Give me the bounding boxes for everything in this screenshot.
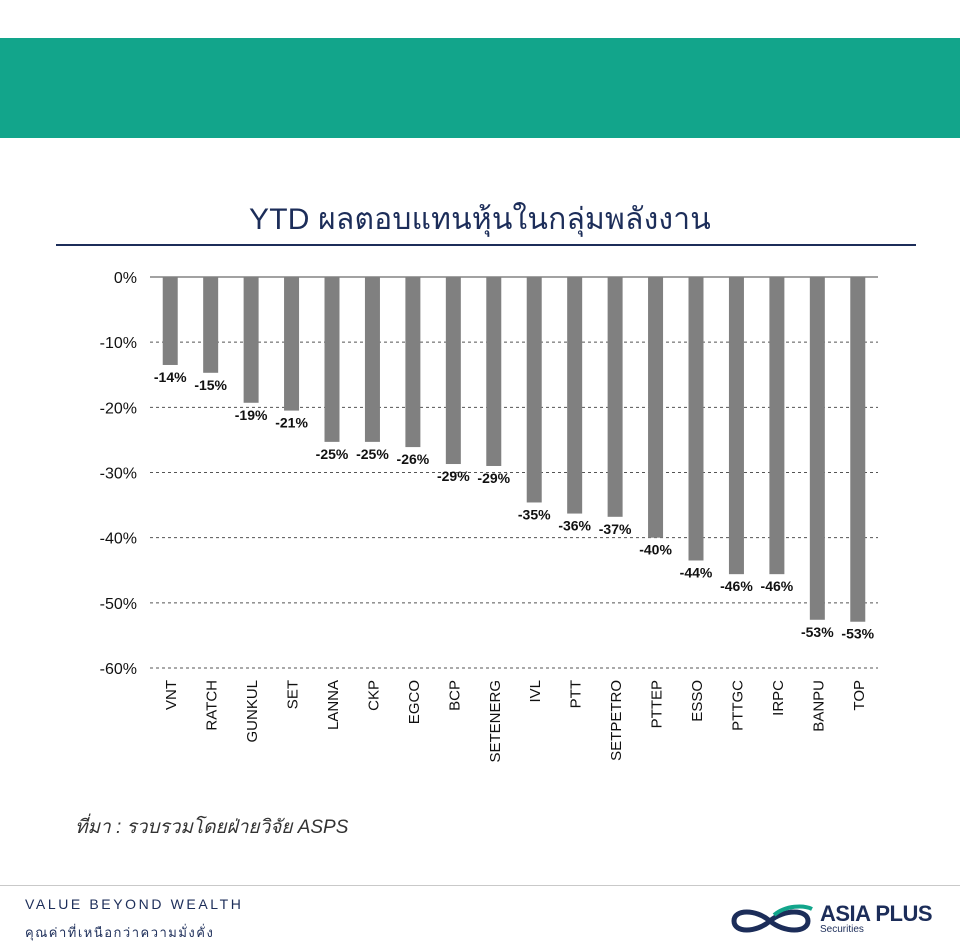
y-tick-label: 0% bbox=[114, 270, 137, 287]
x-tick-label: ESSO bbox=[689, 680, 706, 722]
data-label: -35% bbox=[518, 506, 551, 522]
bar bbox=[243, 277, 259, 403]
y-tick-label: -60% bbox=[100, 661, 137, 678]
bar bbox=[607, 277, 623, 517]
y-tick-label: -30% bbox=[100, 466, 137, 483]
y-tick-label: -10% bbox=[100, 335, 137, 352]
bar bbox=[728, 277, 744, 575]
source-note: ที่มา : รวบรวมโดยฝ่ายวิจัย ASPS bbox=[75, 817, 349, 838]
x-tick-label: SET bbox=[285, 680, 302, 709]
bar bbox=[567, 277, 583, 514]
data-label: -53% bbox=[841, 626, 874, 642]
x-tick-label: BCP bbox=[446, 680, 463, 711]
y-tick-label: -50% bbox=[100, 596, 137, 613]
x-tick-label: IRPC bbox=[770, 680, 787, 716]
bar bbox=[162, 277, 178, 365]
brand-logo: ASIA PLUS Securities bbox=[726, 897, 942, 941]
bar bbox=[809, 277, 825, 620]
bar bbox=[688, 277, 704, 561]
data-label: -15% bbox=[194, 377, 227, 393]
y-tick-label: -40% bbox=[100, 531, 137, 548]
data-label: -46% bbox=[720, 578, 753, 594]
bar bbox=[486, 277, 502, 466]
bar bbox=[445, 277, 461, 465]
y-tick-label: -20% bbox=[100, 400, 137, 417]
infinity-swoosh-icon bbox=[731, 904, 813, 933]
x-tick-label: PTTEP bbox=[649, 680, 666, 728]
x-tick-label: IVL bbox=[527, 680, 544, 703]
x-tick-label: SETENERG bbox=[487, 680, 504, 763]
x-tick-label: VNT bbox=[163, 680, 180, 710]
x-tick-label: SETPETRO bbox=[608, 680, 625, 761]
bar-chart: 0% -10% -20% -30% -40% -50% -60% -14% VNT -15% RAT… bbox=[100, 270, 878, 763]
data-label: -29% bbox=[437, 468, 470, 484]
bar bbox=[203, 277, 219, 373]
header-banner bbox=[0, 38, 960, 138]
data-label: -36% bbox=[558, 518, 591, 534]
x-tick-label: RATCH bbox=[204, 680, 221, 731]
data-label: -46% bbox=[761, 578, 794, 594]
chart-title: YTD ผลตอบแทนหุ้นในกลุ่มพลังงาน bbox=[248, 203, 712, 236]
brand-subtitle: Securities bbox=[820, 924, 864, 935]
tagline-english: VALUE BEYOND WEALTH bbox=[25, 896, 244, 912]
data-label: -25% bbox=[316, 446, 349, 462]
data-label: -40% bbox=[639, 542, 672, 558]
bar bbox=[284, 277, 300, 411]
bar bbox=[769, 277, 785, 575]
bar bbox=[405, 277, 421, 448]
data-label: -53% bbox=[801, 624, 834, 640]
x-tick-label: LANNA bbox=[325, 680, 342, 730]
x-tick-label: PTTGC bbox=[729, 680, 746, 731]
brand-name: ASIA PLUS bbox=[820, 901, 933, 926]
data-label: -44% bbox=[680, 564, 713, 580]
bar bbox=[364, 277, 380, 442]
data-label: -37% bbox=[599, 521, 632, 537]
bar bbox=[324, 277, 340, 442]
x-tick-label: CKP bbox=[365, 680, 382, 711]
tagline-thai: คุณค่าที่เหนือกว่าความมั่งคั่ง bbox=[25, 925, 215, 940]
x-tick-label: BANPU bbox=[810, 680, 827, 732]
x-tick-label: GUNKUL bbox=[244, 680, 261, 743]
bar bbox=[850, 277, 866, 622]
footer-divider bbox=[0, 885, 960, 886]
data-label: -25% bbox=[356, 446, 389, 462]
title-underline bbox=[56, 244, 916, 246]
bar bbox=[648, 277, 664, 538]
bar bbox=[526, 277, 542, 503]
data-label: -29% bbox=[477, 470, 510, 486]
data-label: -21% bbox=[275, 415, 308, 431]
data-label: -19% bbox=[235, 407, 268, 423]
data-label: -26% bbox=[397, 451, 430, 467]
x-tick-label: PTT bbox=[568, 680, 585, 708]
x-tick-label: EGCO bbox=[406, 680, 423, 724]
x-tick-label: TOP bbox=[851, 680, 868, 711]
data-label: -14% bbox=[154, 369, 187, 385]
